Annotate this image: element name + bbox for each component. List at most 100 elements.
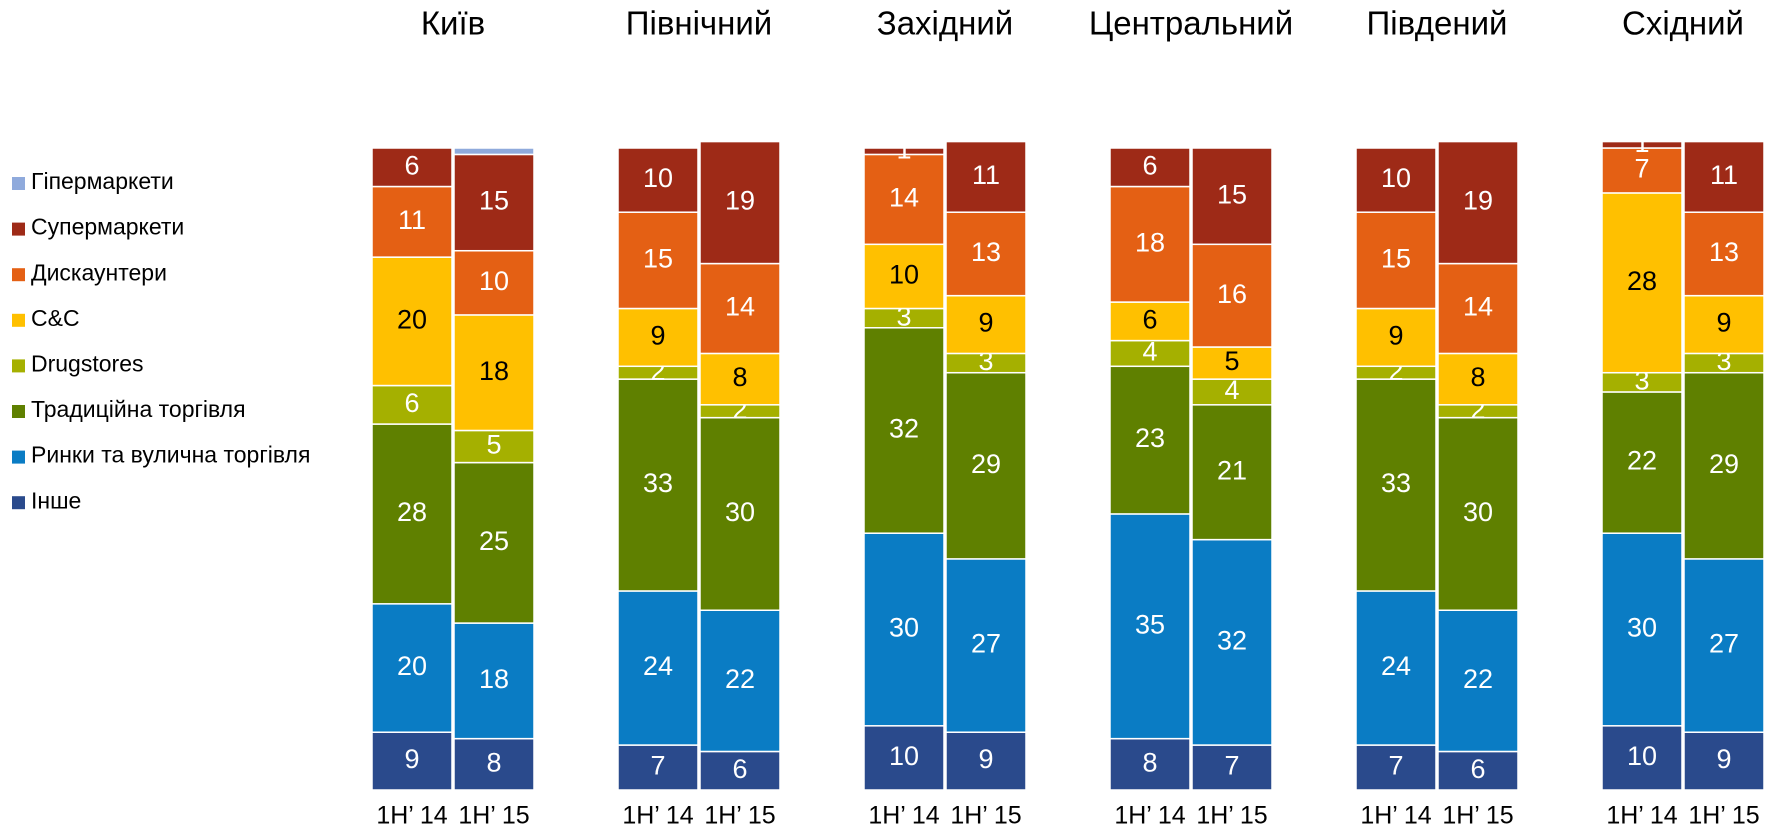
- bar-segment: [453, 461, 535, 624]
- bar-segment: [1191, 378, 1273, 406]
- x-tick-label: 1H’ 15: [458, 802, 529, 830]
- legend-swatch: [12, 405, 25, 418]
- data-label: 9: [1716, 308, 1731, 338]
- legend-label: Традиційна торгівля: [31, 396, 246, 422]
- data-label: 24: [643, 651, 673, 681]
- data-label: 10: [479, 266, 509, 296]
- data-label: 8: [1470, 362, 1485, 392]
- data-label: 11: [972, 160, 1000, 190]
- data-label: 30: [1627, 613, 1657, 643]
- data-label: 5: [486, 430, 501, 460]
- data-label: 22: [725, 664, 755, 694]
- data-label: 6: [1470, 754, 1485, 784]
- bar-segment: [1109, 147, 1191, 188]
- data-label: 19: [1463, 186, 1493, 216]
- bar-segment: [1683, 371, 1765, 560]
- bar-segment: [699, 262, 781, 355]
- bar-segment: [945, 731, 1027, 791]
- bar-segment: [699, 352, 781, 406]
- bar-segment: [945, 371, 1027, 560]
- data-label: 33: [643, 468, 673, 498]
- data-label: 14: [1463, 292, 1493, 322]
- data-label: 8: [1142, 747, 1157, 777]
- data-label: 1: [896, 134, 911, 164]
- bar-segment: [1355, 307, 1437, 368]
- data-label: 13: [1709, 237, 1739, 267]
- data-label: 10: [643, 163, 673, 193]
- data-label: 9: [1716, 744, 1731, 774]
- x-tick-label: 1H’ 15: [950, 802, 1021, 830]
- data-label: 28: [1627, 266, 1657, 296]
- bar-segment: [1355, 147, 1437, 213]
- data-label: 4: [1142, 337, 1157, 367]
- bar-segment: [1109, 365, 1191, 515]
- bar-segment: [699, 416, 781, 611]
- data-label: 9: [650, 321, 665, 351]
- bar-segment: [1437, 416, 1519, 611]
- x-tick-label: 1H’ 14: [376, 802, 447, 830]
- bar-segment: [1191, 744, 1273, 791]
- bar-segment: [1191, 538, 1273, 746]
- group-title: Київ: [421, 5, 485, 42]
- data-label: 10: [1627, 741, 1657, 771]
- bar-segment: [945, 211, 1027, 297]
- data-label: 33: [1381, 468, 1411, 498]
- data-label: 1: [1634, 128, 1649, 158]
- data-label: 9: [978, 308, 993, 338]
- group-title: Західний: [877, 5, 1013, 42]
- data-label: 9: [978, 744, 993, 774]
- bar-segment: [1191, 243, 1273, 348]
- x-tick-label: 1H’ 15: [1688, 802, 1759, 830]
- bar-segment: [1437, 750, 1519, 791]
- data-label: 7: [1224, 751, 1239, 781]
- data-label: 25: [479, 526, 509, 556]
- data-label: 8: [486, 747, 501, 777]
- bar-segment: [863, 725, 945, 791]
- data-label: 10: [1381, 163, 1411, 193]
- bar-segment: [617, 147, 699, 213]
- data-label: 10: [889, 260, 919, 290]
- x-tick-label: 1H’ 15: [1196, 802, 1267, 830]
- bar-segment: [1601, 725, 1683, 791]
- data-label: 7: [1634, 154, 1649, 184]
- legend-swatch: [12, 359, 25, 373]
- data-label: 9: [404, 744, 419, 774]
- data-label: 14: [725, 292, 755, 322]
- data-label: 18: [1135, 227, 1165, 257]
- bar-segment: [1109, 737, 1191, 791]
- bar-segment: [1683, 294, 1765, 355]
- bar-segment: [1191, 147, 1273, 246]
- data-label: 29: [1709, 449, 1739, 479]
- legend-label: Дискаунтери: [31, 259, 167, 285]
- data-label: 27: [971, 629, 1001, 659]
- bar-segment: [371, 603, 453, 733]
- data-label: 8: [732, 362, 747, 392]
- bar-segment: [1601, 391, 1683, 534]
- bar-segment: [945, 294, 1027, 355]
- bar-segment: [617, 744, 699, 791]
- legend-label: C&C: [31, 305, 80, 331]
- bar-segment: [371, 384, 453, 425]
- legend-swatch: [12, 222, 25, 236]
- data-label: 15: [1217, 179, 1247, 209]
- legend-label: Ринки та вулична торгівля: [31, 442, 310, 468]
- group-title: Центральний: [1089, 5, 1293, 42]
- bar-segment: [1355, 211, 1437, 310]
- bar-segment: [371, 731, 453, 791]
- data-label: 21: [1217, 455, 1247, 485]
- bar-segment: [1109, 301, 1191, 342]
- data-label: 23: [1135, 423, 1165, 453]
- x-tick-label: 1H’ 15: [1442, 802, 1513, 830]
- data-label: 20: [397, 304, 427, 334]
- data-label: 20: [397, 651, 427, 681]
- data-label: 16: [1217, 279, 1247, 309]
- group-title: Північний: [626, 5, 772, 42]
- x-tick-label: 1H’ 14: [1360, 802, 1431, 830]
- x-tick-label: 1H’ 14: [1114, 802, 1185, 830]
- data-label: 30: [1463, 497, 1493, 527]
- bar-segment: [453, 147, 535, 156]
- x-tick-label: 1H’ 14: [1606, 802, 1677, 830]
- bar-segment: [453, 429, 535, 464]
- data-label: 29: [971, 449, 1001, 479]
- bar-segment: [699, 140, 781, 265]
